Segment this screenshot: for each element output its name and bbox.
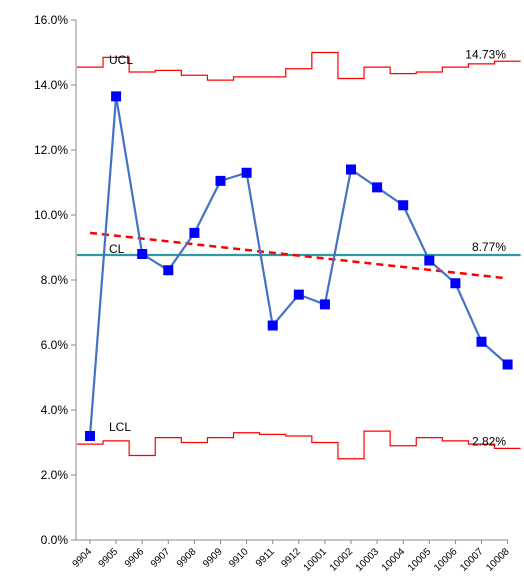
trendline-group (89, 231, 508, 280)
x-tick-label: 10005 (406, 546, 434, 574)
data-point (450, 278, 461, 289)
x-tick-label: 10002 (328, 546, 356, 574)
ucl-value-label: 14.73% (465, 47, 506, 61)
data-point (137, 249, 148, 259)
x-tick-label: 9912 (279, 546, 303, 570)
data-point (319, 299, 330, 310)
y-axis-ticks: 0.0% 2.0% 4.0% 6.0% 8.0% 10.0% 12.0% 14.0% 16.0% (34, 13, 76, 547)
y-tick-label: 0.0% (41, 533, 69, 547)
x-tick-label: 9904 (71, 546, 95, 570)
ucl-line (76, 51, 521, 81)
y-tick-label: 2.0% (41, 468, 69, 482)
y-tick-label: 14.0% (34, 78, 68, 92)
x-tick-label: 10007 (458, 546, 486, 574)
data-point (372, 182, 383, 193)
series-line (88, 96, 509, 437)
x-tick-label: 9906 (123, 546, 147, 570)
trendline (89, 231, 508, 280)
data-point (398, 200, 409, 211)
control-limits (76, 51, 521, 460)
data-point (85, 431, 95, 441)
data-point (424, 255, 435, 266)
x-tick-label: 9908 (175, 546, 199, 570)
data-point (346, 164, 356, 175)
y-tick-label: 10.0% (34, 208, 68, 222)
x-tick-label: 10006 (432, 546, 460, 574)
cl-label: CL (109, 242, 125, 256)
data-point (241, 167, 252, 178)
data-point (267, 320, 278, 331)
data-point (502, 359, 513, 370)
x-tick-label: 9905 (97, 546, 121, 570)
data-point (215, 175, 226, 186)
x-tick-label: 9910 (227, 546, 251, 570)
x-tick-label: 9909 (201, 546, 225, 570)
data-point (476, 336, 487, 347)
x-tick-label: 10004 (380, 546, 408, 574)
x-tick-label: 10003 (354, 546, 382, 574)
x-tick-label: 10001 (302, 546, 330, 574)
x-tick-label: 9911 (254, 546, 277, 569)
y-tick-label: 12.0% (34, 143, 68, 157)
lcl-value-label: 2.82% (472, 434, 506, 448)
x-tick-label: 9907 (149, 546, 173, 570)
y-tick-label: 16.0% (34, 13, 68, 27)
limit-labels: UCL 14.73% CL 8.77% LCL 2.82% (109, 47, 506, 448)
x-axis-ticks: 9904 9905 9906 9907 9908 9909 9910 9911 99121000… (71, 540, 512, 574)
data-point (111, 91, 122, 102)
y-tick-label: 8.0% (41, 273, 69, 287)
cl-value-label: 8.77% (472, 240, 506, 254)
data-point (163, 265, 174, 276)
lcl-line (76, 430, 521, 460)
y-tick-label: 6.0% (41, 338, 69, 352)
series-group (85, 91, 513, 441)
ucl-label: UCL (109, 53, 133, 67)
x-tick-label: 10008 (484, 546, 512, 574)
y-tick-label: 4.0% (41, 403, 69, 417)
data-point (189, 227, 200, 238)
data-point (293, 289, 304, 300)
lcl-label: LCL (109, 420, 131, 434)
